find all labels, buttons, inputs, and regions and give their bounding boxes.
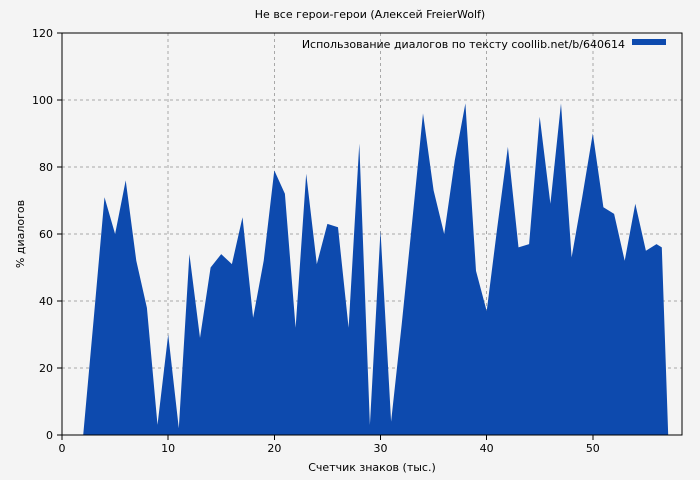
legend-label: Использование диалогов по тексту coollib… [302, 38, 625, 51]
y-tick-label: 100 [32, 94, 53, 107]
x-tick-label: 20 [267, 442, 281, 455]
y-axis-label: % диалогов [14, 200, 27, 268]
y-tick-label: 0 [46, 429, 53, 442]
x-tick-label: 40 [480, 442, 494, 455]
y-tick-label: 20 [39, 362, 53, 375]
legend-swatch [632, 39, 666, 45]
chart-title: Не все герои-герои (Алексей FreierWolf) [255, 8, 485, 21]
x-axis-label: Счетчик знаков (тыс.) [308, 461, 436, 474]
y-tick-label: 40 [39, 295, 53, 308]
legend: Использование диалогов по тексту coollib… [302, 38, 666, 51]
x-tick-label: 50 [586, 442, 600, 455]
tick-group [57, 32, 594, 440]
y-tick-label: 60 [39, 228, 53, 241]
y-tick-label: 120 [32, 27, 53, 40]
y-tick-label: 80 [39, 161, 53, 174]
x-tick-label: 30 [373, 442, 387, 455]
dialog-usage-area-series [83, 103, 669, 436]
tick-label-group: 0 10 20 30 40 50 0 20 40 60 80 100 120 [32, 27, 600, 455]
x-tick-label: 0 [59, 442, 66, 455]
x-tick-label: 10 [161, 442, 175, 455]
